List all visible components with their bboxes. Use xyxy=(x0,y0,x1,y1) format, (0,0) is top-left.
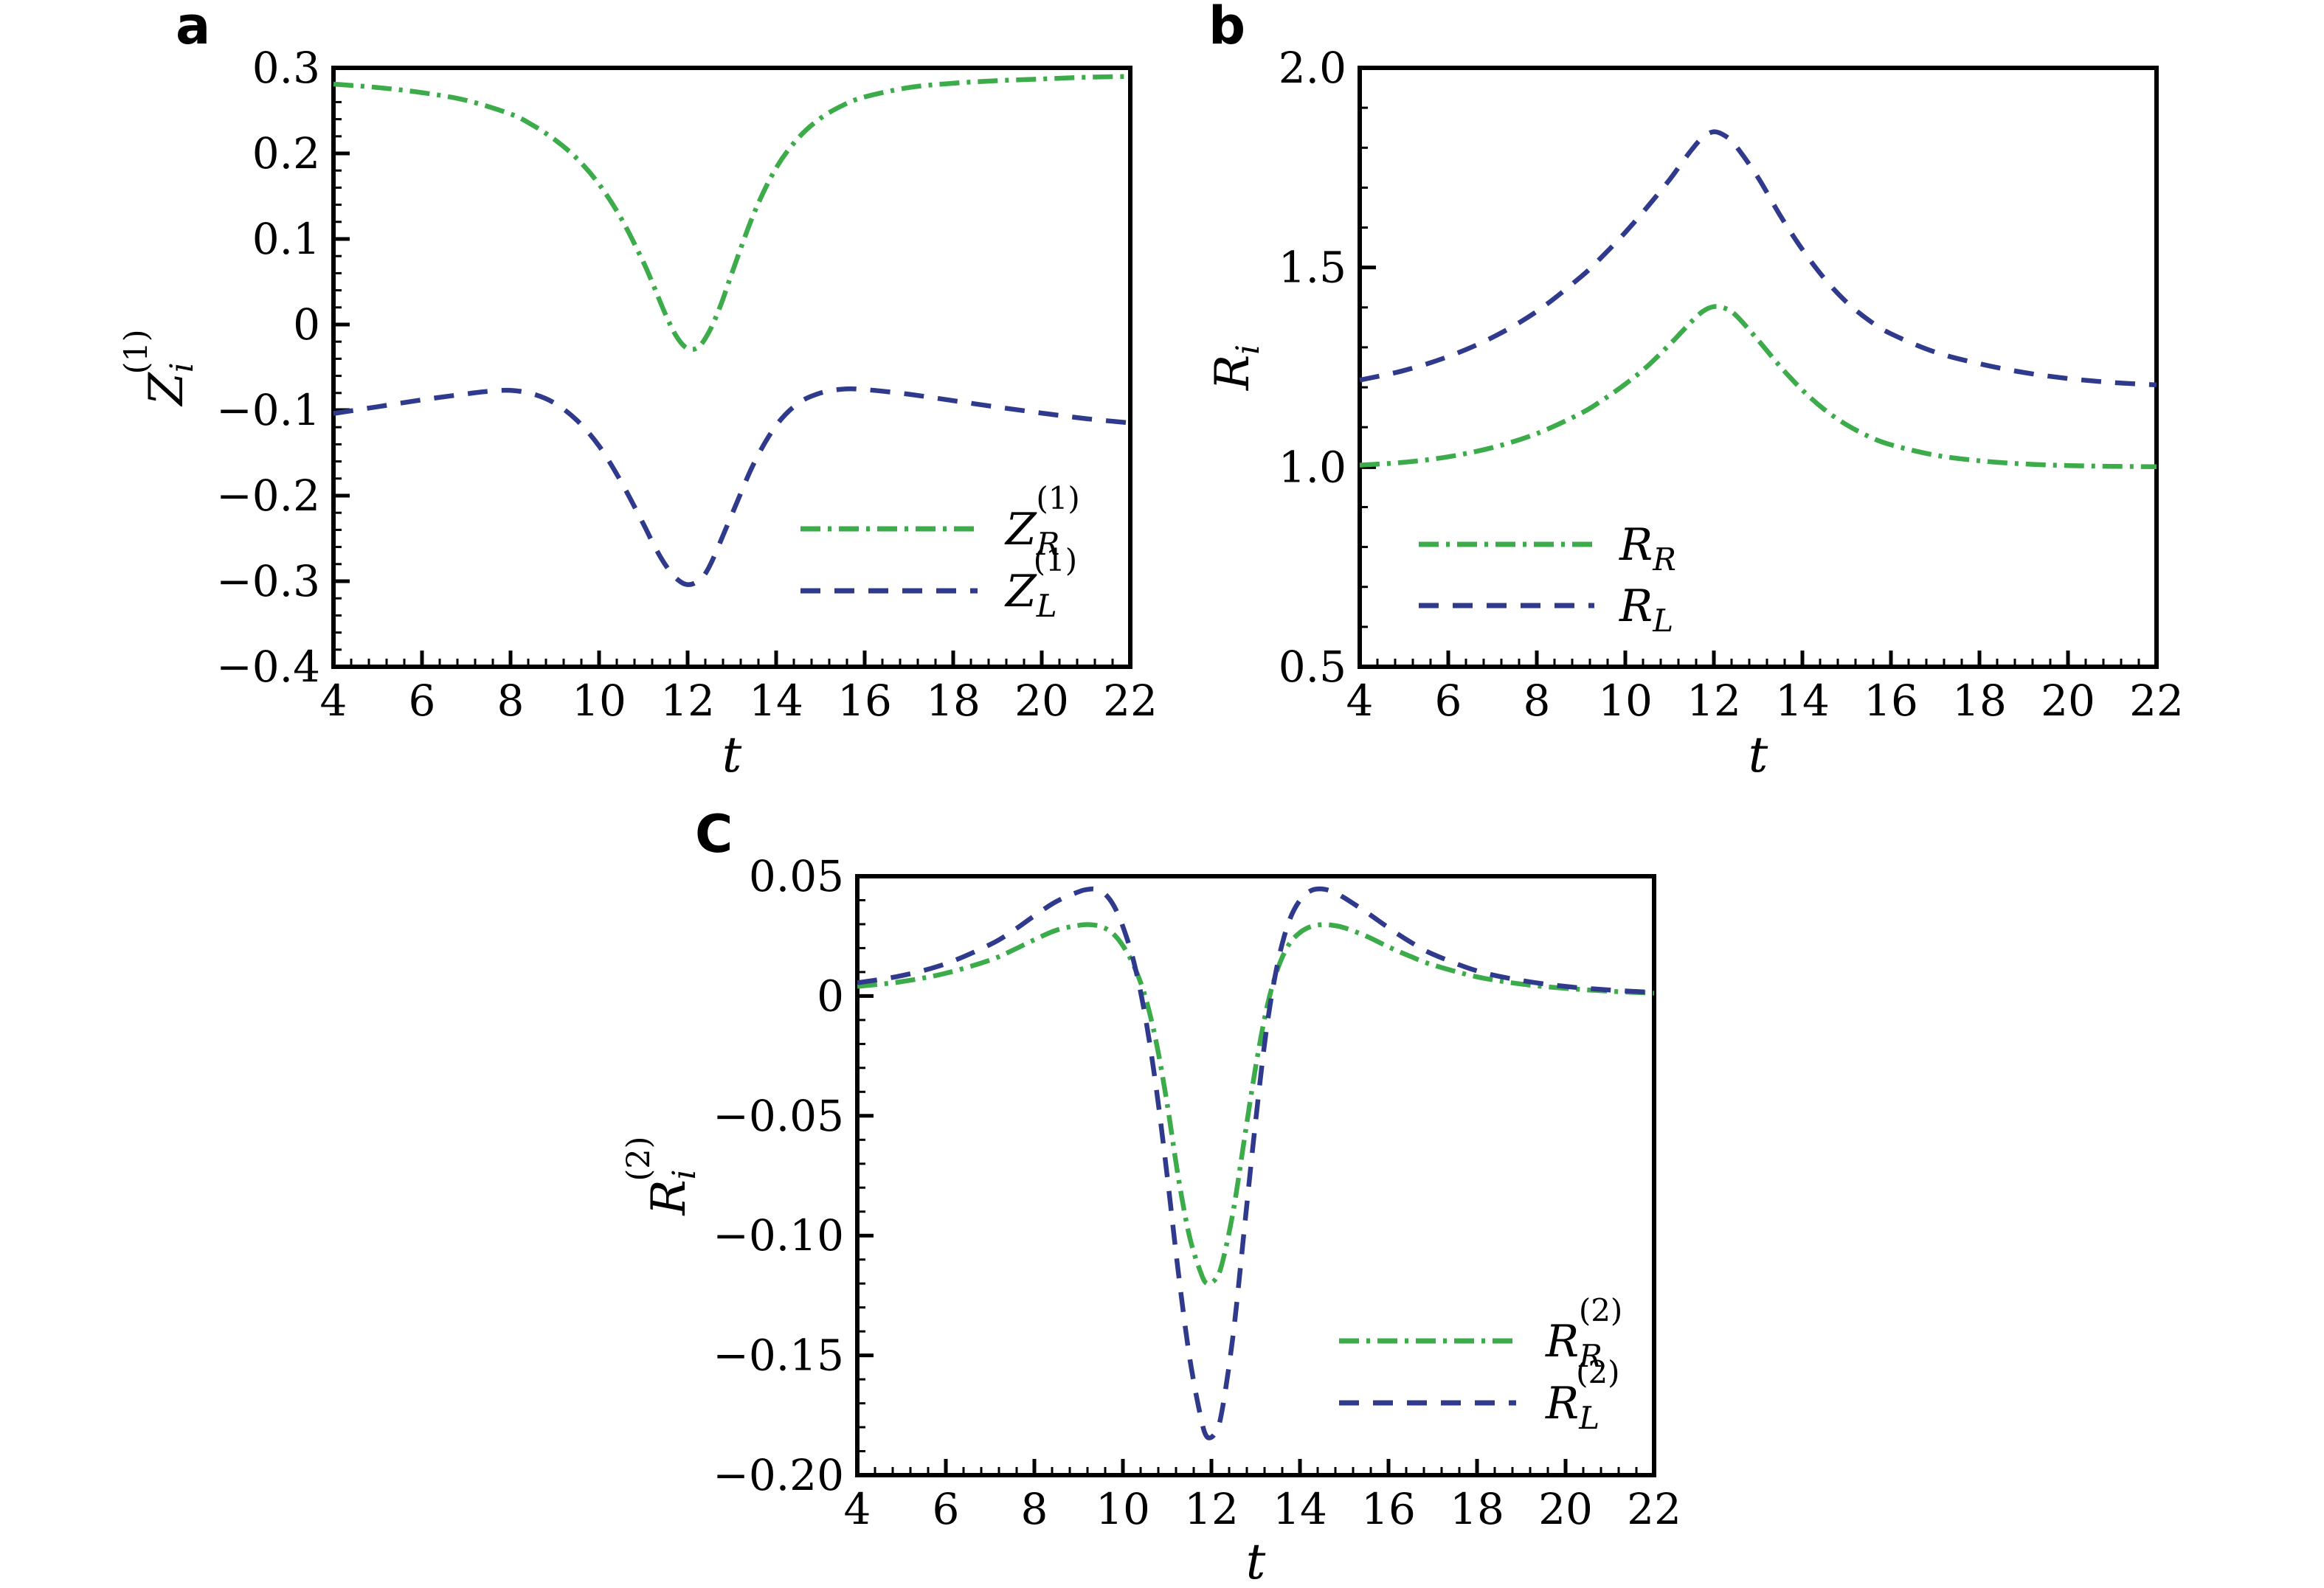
panel-a-plot: 4 6 8 10 12 14 16 18 20 22 0.3 0.2 0.1 0 −0.1 −0.2 −0.3 −… xyxy=(118,43,1158,783)
x-tick-label: 12 xyxy=(1687,676,1741,726)
panel-c-plot: 4 6 8 10 12 14 16 18 20 22 0.05 0 −0.05 −0.10 −0.15 −0.… xyxy=(620,851,1681,1588)
x-tick-label: 20 xyxy=(2041,676,2095,726)
x-tick-label: 14 xyxy=(1775,676,1830,726)
axes-frame xyxy=(331,66,1132,669)
y-tick-label: −0.20 xyxy=(713,1450,844,1500)
y-tick-label: −0.05 xyxy=(713,1091,844,1141)
y-tick-label: −0.3 xyxy=(216,556,320,606)
x-tick-label: 12 xyxy=(660,676,715,726)
y-tick-label: 0.5 xyxy=(1279,642,1346,692)
panel-label-a: a xyxy=(176,0,211,56)
x-tick-label: 20 xyxy=(1014,676,1069,726)
y-axis-label-c: Ri(2) xyxy=(620,1137,703,1216)
y-axis-label-text: Zi(1) xyxy=(118,329,201,406)
x-tick-label: 10 xyxy=(1598,676,1653,726)
x-tick-label: 8 xyxy=(1524,676,1551,726)
x-tick-label: 16 xyxy=(1361,1484,1416,1534)
x-tick-label: 6 xyxy=(1435,676,1462,726)
y-axis-label-text: Ri(2) xyxy=(620,1137,703,1216)
x-major-ticks: 4 6 8 10 12 14 16 18 20 22 xyxy=(844,1459,1681,1534)
legend-label-Z_L_1: ZL(1) xyxy=(1004,542,1077,624)
series-R_L_2-line xyxy=(857,886,1655,1440)
y-axis-label-text: Ri xyxy=(1206,344,1267,391)
x-tick-label: 22 xyxy=(2129,676,2184,726)
panel-label-c: C xyxy=(695,804,733,864)
y-major-ticks: 2.0 1.5 1.0 0.5 xyxy=(1279,43,1376,692)
x-axis-label-b: t xyxy=(1749,727,1768,783)
x-tick-label: 18 xyxy=(1450,1484,1504,1534)
x-tick-label: 14 xyxy=(1273,1484,1327,1534)
x-tick-label: 4 xyxy=(844,1484,871,1534)
x-tick-label: 16 xyxy=(1864,676,1918,726)
x-tick-label: 16 xyxy=(837,676,892,726)
y-tick-label: 0.05 xyxy=(749,851,844,901)
y-tick-label: 0 xyxy=(817,971,844,1021)
x-axis-label-c: t xyxy=(1246,1533,1266,1588)
legend-label-Z_R_1: ZR(1) xyxy=(1004,480,1080,562)
x-tick-label: 22 xyxy=(1103,676,1158,726)
axes-frame xyxy=(855,874,1656,1477)
y-major-ticks: 0.3 0.2 0.1 0 −0.1 −0.2 −0.3 −0.4 xyxy=(216,43,350,692)
x-tick-label: 22 xyxy=(1627,1484,1681,1534)
y-tick-label: −0.15 xyxy=(713,1331,844,1381)
y-tick-label: 0.2 xyxy=(252,128,320,178)
x-tick-label: 10 xyxy=(1096,1484,1150,1534)
x-tick-label: 4 xyxy=(1346,676,1374,726)
x-tick-label: 6 xyxy=(933,1484,960,1534)
series-R_L-line xyxy=(1359,129,2157,388)
y-tick-label: −0.1 xyxy=(216,385,320,435)
y-tick-label: −0.10 xyxy=(713,1210,844,1261)
y-tick-label: 1.0 xyxy=(1279,442,1346,492)
x-axis-label-a: t xyxy=(722,727,742,783)
axes-frame xyxy=(1358,66,2159,669)
x-tick-label: 14 xyxy=(749,676,803,726)
series-R_R-line xyxy=(1359,304,2157,470)
legend-label-R_L: RL xyxy=(1619,580,1673,639)
x-tick-label: 18 xyxy=(926,676,981,726)
x-tick-label: 8 xyxy=(1021,1484,1048,1534)
legend-a: ZR(1)ZL(1) xyxy=(800,480,1080,624)
x-tick-label: 8 xyxy=(497,676,525,726)
x-tick-label: 12 xyxy=(1184,1484,1239,1534)
x-tick-label: 20 xyxy=(1538,1484,1593,1534)
y-tick-label: 2.0 xyxy=(1279,43,1346,93)
series-Z_L_1-line xyxy=(333,386,1131,587)
y-tick-label: −0.4 xyxy=(216,642,320,692)
series-Z_R_1-line xyxy=(333,74,1131,353)
y-tick-label: 0 xyxy=(293,299,320,350)
x-tick-label: 6 xyxy=(409,676,436,726)
y-tick-label: −0.2 xyxy=(216,471,320,521)
x-tick-label: 10 xyxy=(572,676,626,726)
series-R_R_2-line xyxy=(857,922,1655,1286)
y-major-ticks: 0.05 0 −0.05 −0.10 −0.15 −0.20 xyxy=(713,851,874,1500)
panel-label-b: b xyxy=(1208,0,1246,56)
legend-c: RR(2)RL(2) xyxy=(1339,1292,1622,1436)
legend-label-R_L_2: RL(2) xyxy=(1545,1354,1620,1436)
legend-label-R_R: RR xyxy=(1619,519,1676,578)
y-axis-label-b: Ri xyxy=(1206,344,1267,391)
y-axis-label-a: Zi(1) xyxy=(118,329,201,406)
x-tick-label: 4 xyxy=(320,676,347,726)
x-major-ticks: 4 6 8 10 12 14 16 18 20 22 xyxy=(1346,651,2184,726)
y-tick-label: 0.3 xyxy=(252,43,320,93)
y-tick-label: 0.1 xyxy=(252,214,320,264)
legend-label-R_R_2: RR(2) xyxy=(1545,1292,1622,1374)
x-tick-label: 18 xyxy=(1952,676,2007,726)
x-major-ticks: 4 6 8 10 12 14 16 18 20 22 xyxy=(320,651,1158,726)
y-tick-label: 1.5 xyxy=(1279,243,1346,293)
